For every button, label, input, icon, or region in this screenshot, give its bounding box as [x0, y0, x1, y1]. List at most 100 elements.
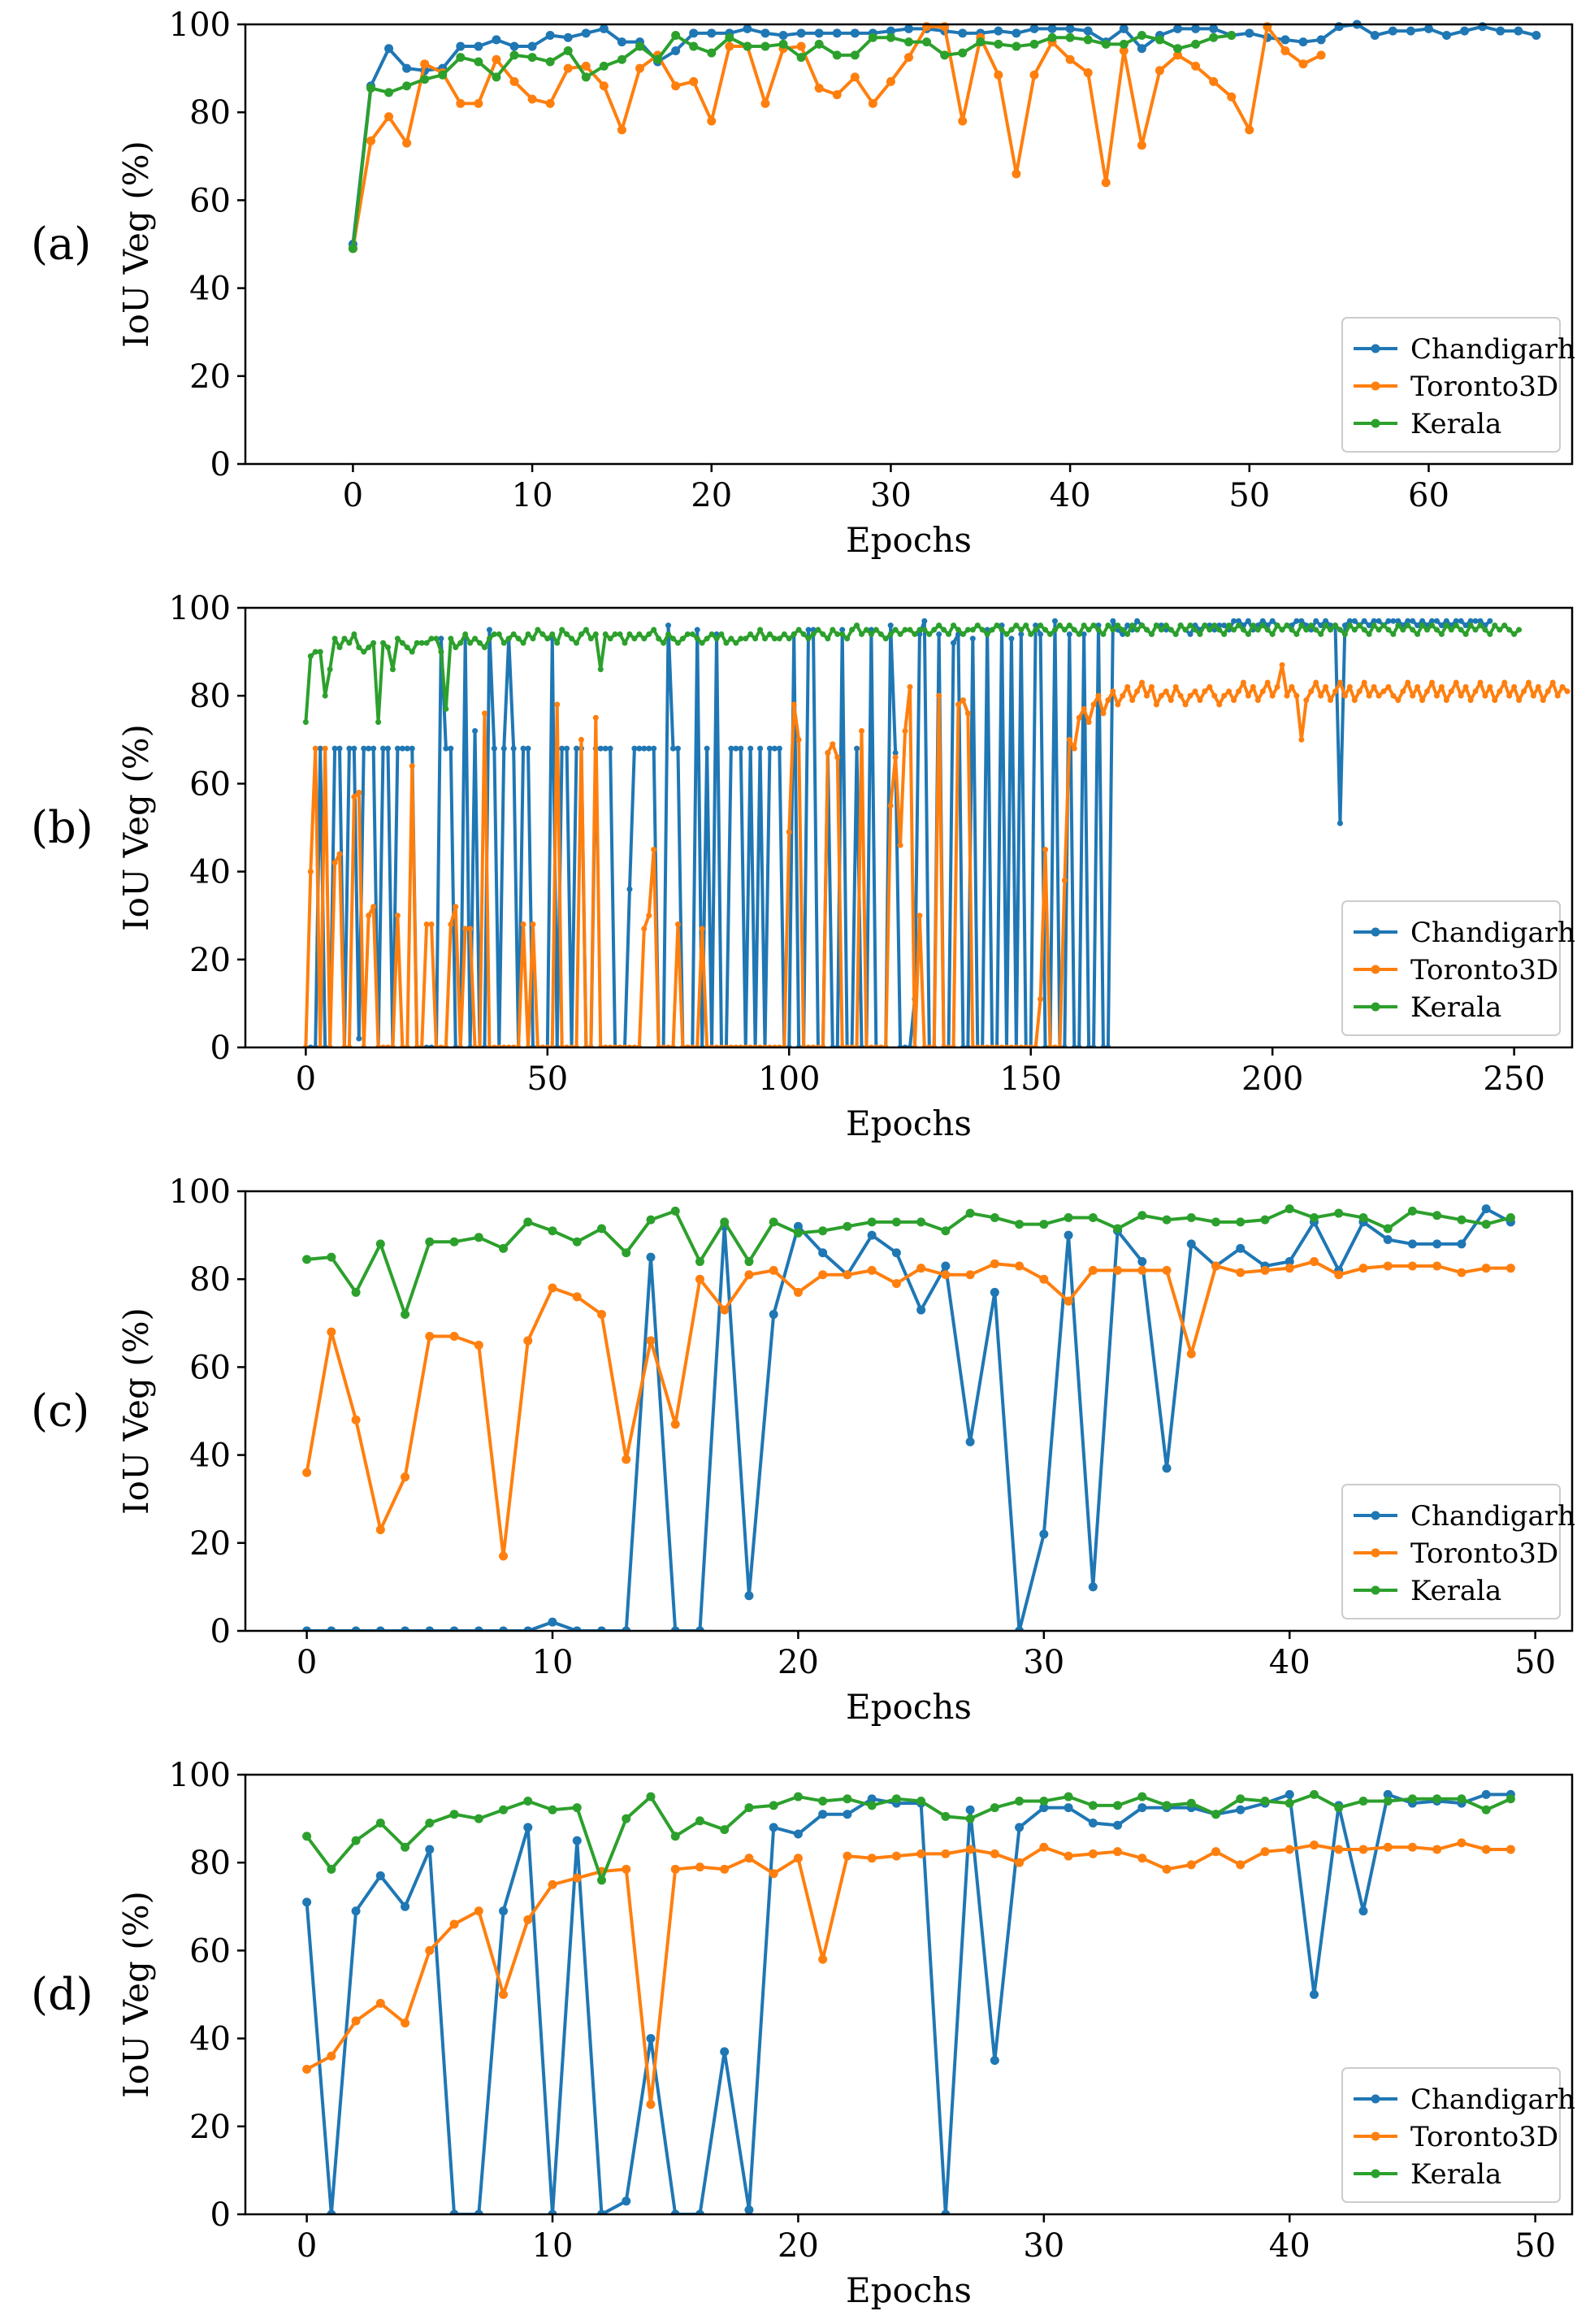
data-point-kerala [438, 648, 444, 655]
data-point-toronto3d [1432, 1845, 1442, 1854]
data-point-chandigarh [904, 24, 913, 33]
data-point-kerala [1137, 31, 1146, 41]
data-point-toronto3d [916, 1849, 926, 1858]
data-point-kerala [656, 635, 662, 642]
data-point-chandigarh [793, 1221, 803, 1231]
data-point-kerala [527, 53, 537, 63]
data-point-chandigarh [1110, 618, 1116, 624]
data-point-chandigarh [1532, 31, 1541, 41]
data-point-kerala [1438, 631, 1445, 637]
data-point-chandigarh [607, 745, 613, 752]
data-point-chandigarh [1008, 635, 1015, 642]
data-point-kerala [389, 666, 396, 673]
data-point-kerala [892, 627, 899, 633]
data-point-chandigarh [965, 1805, 975, 1815]
data-point-chandigarh [499, 1906, 509, 1916]
data-point-toronto3d [563, 63, 573, 73]
data-point-chandigarh [596, 2209, 606, 2214]
series-line-chandigarh [306, 1207, 1512, 1631]
data-point-toronto3d [1316, 50, 1326, 60]
data-point-toronto3d [1191, 61, 1201, 71]
x-tick-label: 40 [1269, 1644, 1311, 1681]
data-point-chandigarh [760, 28, 770, 38]
data-point-kerala [1358, 1212, 1368, 1222]
data-point-toronto3d [622, 1455, 631, 1464]
data-point-toronto3d [695, 1862, 704, 1872]
data-point-chandigarh [1428, 618, 1435, 624]
x-tick-label: 50 [526, 1060, 568, 1098]
data-point-toronto3d [1197, 697, 1203, 704]
data-point-kerala [1240, 627, 1246, 633]
data-point-toronto3d [1383, 1842, 1393, 1852]
y-tick-label: 60 [189, 765, 231, 803]
data-point-kerala [646, 1215, 656, 1225]
data-point-kerala [671, 31, 681, 41]
data-point-kerala [1400, 627, 1406, 633]
series-toronto3d [302, 1838, 1515, 2109]
data-point-toronto3d [1236, 688, 1242, 695]
data-point-toronto3d [1110, 688, 1116, 695]
data-point-kerala [1155, 35, 1164, 45]
data-point-toronto3d [449, 1919, 459, 1929]
data-point-chandigarh [520, 745, 526, 752]
data-point-chandigarh [1388, 26, 1397, 36]
data-point-chandigarh [1395, 618, 1402, 624]
data-point-chandigarh [646, 745, 652, 752]
data-point-kerala [769, 1217, 778, 1227]
data-point-kerala [401, 1842, 410, 1852]
data-point-toronto3d [1042, 847, 1049, 853]
data-point-chandigarh [438, 635, 444, 642]
data-point-chandigarh [1462, 622, 1469, 629]
data-point-kerala [1134, 627, 1141, 633]
data-point-kerala [1113, 1801, 1123, 1810]
data-point-toronto3d [1482, 692, 1488, 699]
data-point-chandigarh [1407, 1239, 1417, 1249]
data-point-kerala [1153, 622, 1159, 629]
data-point-toronto3d [474, 1340, 483, 1350]
data-point-toronto3d [499, 1990, 509, 1999]
data-point-toronto3d [1313, 679, 1319, 686]
data-point-toronto3d [830, 741, 836, 748]
data-point-toronto3d [887, 802, 894, 809]
data-point-kerala [1332, 622, 1338, 629]
data-point-toronto3d [1260, 1265, 1270, 1275]
data-point-toronto3d [499, 1551, 509, 1561]
data-point-chandigarh [351, 1906, 361, 1916]
data-point-kerala [1383, 1796, 1393, 1806]
data-point-kerala [548, 1226, 557, 1236]
data-point-kerala [1039, 1796, 1049, 1806]
data-point-kerala [1323, 622, 1329, 629]
data-point-kerala [572, 1237, 582, 1247]
data-point-kerala [1260, 1796, 1270, 1806]
data-point-chandigarh [670, 1626, 680, 1631]
data-point-chandigarh [1376, 618, 1382, 624]
data-point-toronto3d [474, 98, 483, 108]
y-tick-label: 20 [189, 358, 231, 396]
data-point-kerala [523, 1796, 533, 1806]
data-point-kerala [327, 1252, 336, 1262]
data-point-kerala [351, 631, 357, 637]
data-point-toronto3d [420, 59, 430, 69]
data-point-toronto3d [1380, 688, 1387, 695]
data-point-kerala [1003, 631, 1010, 637]
data-point-kerala [602, 631, 609, 637]
x-tick-label: 150 [1000, 1060, 1062, 1098]
axes-frame [244, 1773, 1574, 2216]
data-point-toronto3d [720, 1305, 730, 1315]
data-point-toronto3d [1351, 697, 1358, 704]
data-point-toronto3d [744, 1854, 754, 1863]
data-point-kerala [713, 635, 720, 642]
data-point-kerala [1088, 1801, 1098, 1810]
data-point-chandigarh [1477, 618, 1484, 624]
data-point-chandigarh [443, 745, 449, 752]
data-point-kerala [1433, 627, 1440, 633]
data-point-chandigarh [449, 2209, 459, 2214]
data-point-kerala [366, 83, 375, 93]
x-tick-label: 50 [1514, 1644, 1556, 1681]
data-point-kerala [1481, 1805, 1491, 1815]
panel-label: (b) [31, 802, 93, 853]
data-point-toronto3d [1462, 683, 1469, 690]
data-point-kerala [863, 627, 869, 633]
data-point-kerala [370, 640, 377, 646]
data-point-chandigarh [766, 745, 773, 752]
